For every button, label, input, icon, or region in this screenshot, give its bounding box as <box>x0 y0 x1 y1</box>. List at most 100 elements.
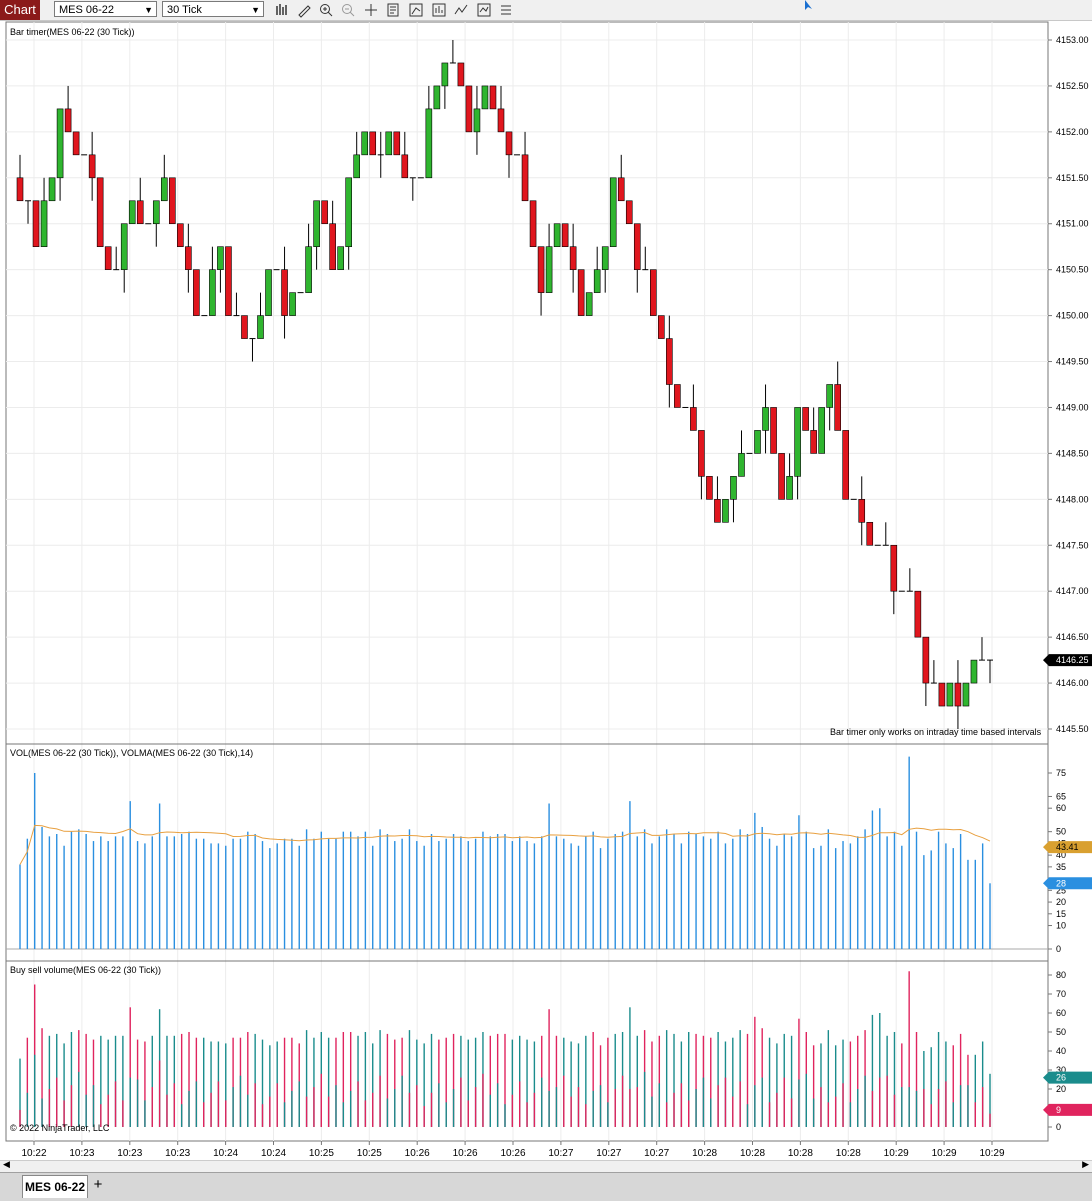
price-axis-label: 4148.00 <box>1056 494 1089 504</box>
volume-axis-label: 10 <box>1056 921 1066 931</box>
candle-body <box>169 177 176 225</box>
candle-body <box>16 177 24 202</box>
candle-body <box>96 177 104 248</box>
instrument-tab[interactable]: MES 06-22 <box>22 1175 88 1198</box>
time-axis-label: 10:23 <box>117 1148 142 1159</box>
candle-body <box>738 453 745 477</box>
chart-canvas[interactable]: 4153.00 4152.50 4152.00 4151.50 4151.00 4150.… <box>0 21 1092 1161</box>
volume-axis-label: 60 <box>1056 803 1066 813</box>
time-axis-label: 10:28 <box>692 1148 717 1159</box>
bar-type-icon[interactable] <box>274 2 290 18</box>
candle-body <box>601 246 609 270</box>
candle-body <box>858 499 866 523</box>
candle-body <box>281 269 288 316</box>
candle-body <box>674 384 681 408</box>
candle-body <box>345 177 352 248</box>
candle-body <box>185 246 192 270</box>
candle-body <box>802 407 809 431</box>
plot-frame <box>5 21 1049 1142</box>
time-axis-label: 10:23 <box>69 1148 94 1159</box>
time-axis-label: 10:24 <box>261 1148 286 1159</box>
time-axis-label: 10:28 <box>740 1148 765 1159</box>
data-box-icon[interactable] <box>385 2 401 18</box>
candle-body <box>401 154 409 179</box>
crosshair-icon[interactable] <box>363 2 379 18</box>
candle-body <box>369 131 377 156</box>
candle-body <box>810 430 817 454</box>
candle-body <box>962 682 970 707</box>
buy-sell-bars <box>19 971 991 1127</box>
candle-body <box>241 315 248 339</box>
price-axis-label: 4150.50 <box>1056 265 1089 275</box>
instrument-selector[interactable]: MES 06-22 ▼ <box>54 1 157 17</box>
candle-body <box>585 292 593 316</box>
interval-value: 30 Tick <box>167 4 202 16</box>
strategies-icon[interactable] <box>453 2 469 18</box>
candle-body <box>842 430 850 500</box>
candle-body <box>497 108 505 133</box>
candle-body <box>265 269 272 316</box>
price-axis-label: 4152.00 <box>1056 127 1089 137</box>
candle-body <box>473 108 481 133</box>
candle-body <box>545 246 553 293</box>
price-axis-label: 4150.00 <box>1056 311 1089 321</box>
drawing-objects-icon[interactable] <box>431 2 447 18</box>
properties-icon[interactable] <box>498 2 514 18</box>
buysell-axis-label: 0 <box>1056 1122 1061 1132</box>
candle-body <box>970 659 978 684</box>
interval-selector[interactable]: 30 Tick ▼ <box>162 1 264 17</box>
candle-body <box>722 499 729 523</box>
price-axis-label: 4147.50 <box>1056 540 1089 550</box>
chart-area[interactable]: 4153.00 4152.50 4152.00 4151.50 4151.00 4150.… <box>0 21 1092 1161</box>
candle-body <box>489 85 497 110</box>
candle-body <box>786 476 793 500</box>
candle-body <box>561 223 569 248</box>
candle-body <box>946 682 954 707</box>
sell-badge <box>1043 1103 1092 1116</box>
volume-axis-label: 15 <box>1056 909 1066 919</box>
candle-body <box>866 521 874 546</box>
candle-body <box>625 200 633 225</box>
price-candles <box>16 40 993 729</box>
chart-style-icon[interactable] <box>408 2 424 18</box>
bar-timer-note: Bar timer only works on intraday time ba… <box>830 727 1042 737</box>
indicators-icon[interactable] <box>476 2 492 18</box>
scroll-right-icon[interactable]: ▶ <box>1082 1159 1089 1169</box>
candle-body <box>650 269 657 316</box>
volume-axis-label: 40 <box>1056 850 1066 860</box>
candle-body <box>136 200 144 225</box>
candle-body <box>441 62 449 87</box>
horizontal-scrollbar[interactable]: ◀ ▶ <box>0 1159 1092 1173</box>
candle-body <box>48 177 56 202</box>
chart-tab[interactable]: Chart <box>0 0 40 20</box>
price-axis-label: 4145.50 <box>1056 724 1089 734</box>
zoom-in-icon[interactable] <box>318 2 334 18</box>
candle-body <box>88 154 96 179</box>
volume-badge <box>1043 877 1092 890</box>
volume-axis-label: 75 <box>1056 768 1066 778</box>
candle-body <box>569 246 577 270</box>
volume-axis-label: 25 <box>1056 885 1066 895</box>
time-axis-label: 10:22 <box>21 1148 46 1159</box>
status-bar: MES 06-22 + <box>0 1172 1092 1201</box>
instrument-value: MES 06-22 <box>59 4 115 16</box>
time-axis-label: 10:29 <box>979 1148 1004 1159</box>
candle-body <box>537 246 545 293</box>
candle-body <box>289 292 296 316</box>
price-axis-label: 4149.00 <box>1056 402 1089 412</box>
add-tab-button[interactable]: + <box>93 1176 103 1193</box>
scroll-left-icon[interactable]: ◀ <box>3 1159 10 1169</box>
time-axis-label: 10:26 <box>405 1148 430 1159</box>
draw-tool-icon[interactable] <box>296 2 312 18</box>
zoom-out-icon[interactable] <box>340 2 356 18</box>
candle-body <box>329 223 336 270</box>
candle-body <box>818 407 825 454</box>
time-axis-label: 10:23 <box>165 1148 190 1159</box>
candle-body <box>690 407 697 431</box>
volume-badge-label: 28 <box>1056 878 1066 888</box>
time-axis-label: 10:28 <box>788 1148 813 1159</box>
buysell-axis-label: 70 <box>1056 989 1066 999</box>
price-axis-label: 4146.50 <box>1056 632 1089 642</box>
toolbar: Chart MES 06-22 ▼ 30 Tick ▼ <box>0 0 1092 21</box>
time-axis-label: 10:29 <box>932 1148 957 1159</box>
